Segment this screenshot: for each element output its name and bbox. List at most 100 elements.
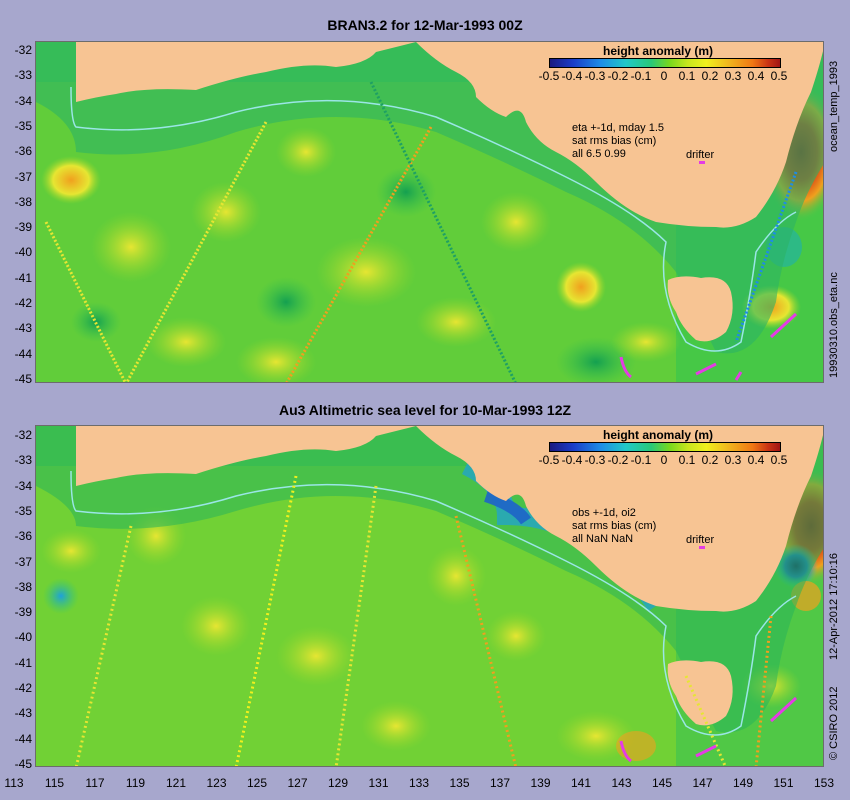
x-tick-label: 151 bbox=[773, 776, 794, 790]
bottom-colorbar-tick-label: 0 bbox=[660, 453, 668, 467]
top-colorbar-tick-label: -0.5 bbox=[538, 69, 560, 83]
x-tick-label: 137 bbox=[489, 776, 511, 790]
bottom-y-tick-label: -45 bbox=[14, 756, 32, 771]
x-tick-label: 149 bbox=[732, 776, 754, 790]
bottom-y-tick-label: -43 bbox=[14, 706, 32, 721]
top-colorbar bbox=[549, 58, 781, 68]
bottom-colorbar-tick-label: -0.3 bbox=[584, 453, 606, 467]
x-tick-label: 123 bbox=[206, 776, 227, 790]
top-colorbar-tick-label: 0.3 bbox=[724, 69, 742, 83]
top-annotation-line-2: sat rms bias (cm) bbox=[572, 135, 657, 147]
x-tick-label: 153 bbox=[813, 776, 835, 790]
bottom-legend: height anomaly (m) -0.5 -0.4 -0.3 -0.2 -0.1 0… bbox=[533, 428, 788, 472]
top-colorbar-tick-label: -0.2 bbox=[607, 69, 629, 83]
x-tick-label: 129 bbox=[327, 776, 349, 790]
bottom-annotation-line-3: all NaN NaN bbox=[572, 533, 634, 545]
top-y-tick-label: -32 bbox=[14, 43, 32, 57]
bottom-colorbar-tick-label: 0.2 bbox=[701, 453, 719, 467]
bottom-annotation-line-1: obs +-1d, oi2 bbox=[572, 507, 636, 519]
top-legend-title: height anomaly (m) bbox=[602, 44, 713, 58]
bottom-annotation: obs +-1d, oi2 sat rms bias (cm) all NaN … bbox=[572, 507, 656, 546]
top-y-tick-label: -36 bbox=[14, 144, 32, 159]
bottom-colorbar-tick-label: 0.1 bbox=[678, 453, 696, 467]
bottom-y-tick-label: -33 bbox=[14, 453, 32, 468]
top-y-tick-label: -34 bbox=[14, 93, 32, 108]
bottom-y-tick-label: -40 bbox=[14, 630, 32, 645]
bottom-legend-title: height anomaly (m) bbox=[602, 428, 713, 442]
top-legend: height anomaly (m) -0.5 -0.4 -0.3 -0.2 -0.1 0… bbox=[533, 44, 788, 88]
x-tick-label: 145 bbox=[651, 776, 673, 790]
x-tick-label: 131 bbox=[368, 776, 389, 790]
bottom-y-tick-label: -32 bbox=[14, 428, 32, 442]
bottom-y-tick-label: -44 bbox=[14, 731, 32, 746]
top-y-tick-label: -35 bbox=[14, 118, 32, 133]
top-y-tick-label: -39 bbox=[14, 220, 32, 235]
top-colorbar-tick-label: 0.1 bbox=[678, 69, 696, 83]
x-tick-label: 127 bbox=[287, 776, 308, 790]
x-tick-label: 139 bbox=[530, 776, 551, 790]
top-colorbar-tick-label: -0.1 bbox=[630, 69, 652, 83]
top-y-tick-label: -40 bbox=[14, 245, 32, 260]
x-tick-label: 121 bbox=[165, 776, 187, 790]
top-y-tick-label: -38 bbox=[14, 194, 32, 209]
bottom-colorbar-tick-label: -0.4 bbox=[561, 453, 583, 467]
top-colorbar-tick-label: 0.5 bbox=[770, 69, 788, 83]
top-drifter-label: drifter bbox=[686, 149, 715, 161]
bottom-colorbar-tick-label: 0.3 bbox=[724, 453, 742, 467]
top-y-tick-label: -44 bbox=[14, 346, 32, 361]
bottom-side-label-bottom: © CSIRO 2012 bbox=[828, 686, 840, 760]
bottom-colorbar-tick-label: -0.2 bbox=[607, 453, 629, 467]
bottom-panel-title: Au3 Altimetric sea level for 10-Mar-1993… bbox=[278, 402, 572, 418]
bottom-annotation-line-2: sat rms bias (cm) bbox=[572, 520, 657, 532]
bottom-drifter-label: drifter bbox=[686, 534, 715, 546]
top-annotation: eta +-1d, mday 1.5 sat rms bias (cm) all… bbox=[572, 122, 664, 161]
bottom-colorbar bbox=[549, 442, 781, 452]
bottom-y-tick-label: -41 bbox=[14, 655, 32, 670]
top-y-tick-label: -41 bbox=[14, 270, 32, 285]
bottom-colorbar-tick-label: -0.5 bbox=[538, 453, 560, 467]
x-tick-label: 113 bbox=[4, 776, 24, 790]
top-side-label-bottom: 19930310.obs_eta.nc bbox=[828, 272, 840, 378]
x-tick-label: 115 bbox=[44, 776, 65, 790]
x-tick-label: 117 bbox=[85, 776, 105, 790]
top-colorbar-tick-label: 0.2 bbox=[701, 69, 719, 83]
top-colorbar-tick-label: 0.4 bbox=[747, 69, 765, 83]
bottom-drifter-legend-mark bbox=[699, 546, 705, 549]
top-y-tick-label: -43 bbox=[14, 321, 32, 336]
bottom-y-tick-label: -36 bbox=[14, 529, 32, 544]
top-annotation-line-3: all 6.5 0.99 bbox=[572, 148, 626, 160]
x-axis-labels: 113 115 117 119 121 123 125 127 129 131 133 135 137 1… bbox=[0, 776, 850, 792]
bottom-y-tick-label: -42 bbox=[14, 681, 32, 695]
top-colorbar-tick-label: 0 bbox=[660, 69, 668, 83]
bottom-y-tick-label: -35 bbox=[14, 503, 32, 518]
top-annotation-line-1: eta +-1d, mday 1.5 bbox=[572, 122, 665, 134]
x-tick-label: 147 bbox=[692, 776, 713, 790]
x-tick-label: 119 bbox=[125, 776, 146, 790]
bottom-y-tick-label: -39 bbox=[14, 605, 32, 620]
x-tick-label: 143 bbox=[611, 776, 632, 790]
bottom-map-panel bbox=[35, 425, 824, 767]
top-y-tick-label: -37 bbox=[14, 169, 32, 184]
bottom-colorbar-tick-label: 0.5 bbox=[770, 453, 788, 467]
top-colorbar-tick-label: -0.4 bbox=[561, 69, 583, 83]
bottom-side-label-top: 12-Apr-2012 17:10:16 bbox=[828, 552, 840, 660]
x-tick-label: 133 bbox=[408, 776, 430, 790]
top-panel-title: BRAN3.2 for 12-Mar-1993 00Z bbox=[327, 17, 523, 33]
bottom-y-tick-label: -37 bbox=[14, 554, 32, 569]
bottom-y-tick-label: -34 bbox=[14, 478, 32, 493]
x-tick-label: 141 bbox=[570, 776, 592, 790]
top-colorbar-tick-label: -0.3 bbox=[584, 69, 606, 83]
bottom-colorbar-tick-label: -0.1 bbox=[630, 453, 652, 467]
bottom-map-field bbox=[36, 426, 823, 766]
top-y-tick-label: -42 bbox=[14, 296, 32, 310]
x-tick-label: 125 bbox=[246, 776, 268, 790]
top-map-field bbox=[36, 42, 823, 382]
bottom-y-tick-label: -38 bbox=[14, 579, 32, 594]
top-drifter-legend-mark bbox=[699, 161, 705, 164]
top-y-tick-label: -45 bbox=[14, 371, 32, 386]
bottom-colorbar-tick-label: 0.4 bbox=[747, 453, 765, 467]
top-y-tick-label: -33 bbox=[14, 68, 32, 83]
top-map-panel bbox=[35, 41, 824, 383]
x-tick-label: 135 bbox=[449, 776, 470, 790]
top-side-label-top: ocean_temp_1993 bbox=[828, 60, 840, 152]
